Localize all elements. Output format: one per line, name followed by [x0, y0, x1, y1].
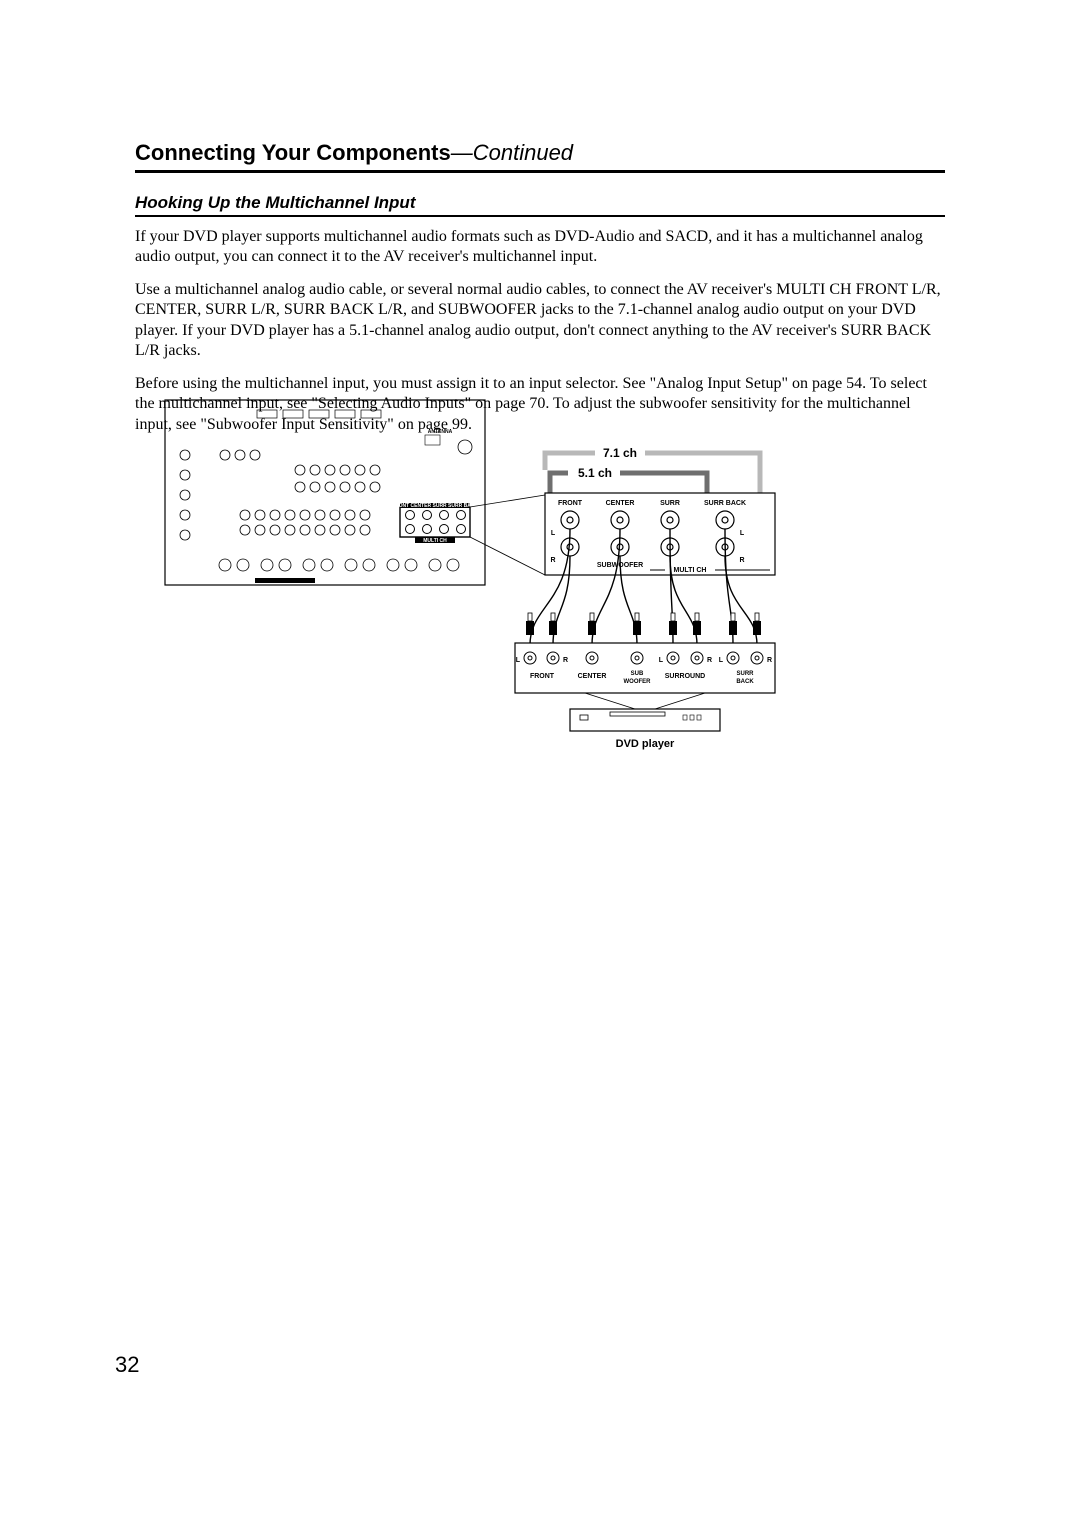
dvd-col-surrback1: SURR: [736, 671, 754, 677]
dvd-sb-l: L: [719, 657, 724, 664]
zoom-multich: MULTI CH: [674, 567, 707, 574]
label-71ch: 7.1 ch: [603, 446, 637, 460]
dvd-player-label: DVD player: [616, 738, 675, 750]
zoom-r-1: R: [550, 557, 555, 564]
zoom-col-surrback: SURR BACK: [704, 500, 746, 507]
section-title-suffix: —Continued: [451, 140, 573, 165]
zoom-col-surr: SURR: [660, 500, 680, 507]
receiver-panel: FRONT CENTER SURR SURR BACK MULTI CH ANT…: [165, 400, 485, 585]
dvd-col-surrback2: BACK: [736, 679, 754, 685]
dvd-surr-r: R: [707, 657, 712, 664]
zoom-col-front: FRONT: [558, 500, 583, 507]
dvd-col-subwoofer: SUB: [631, 671, 644, 677]
paragraph-1: If your DVD player supports multichannel…: [135, 227, 945, 268]
dvd-col-subwoofer2: WOOFER: [624, 679, 652, 685]
diagram-svg: FRONT CENTER SURR SURR BACK MULTI CH ANT…: [155, 395, 795, 765]
dvd-sb-r: R: [767, 657, 772, 664]
subsection-title: Hooking Up the Multichannel Input: [135, 193, 945, 213]
cable-plugs: [526, 613, 761, 635]
label-51ch: 5.1 ch: [578, 466, 612, 480]
section-title: Connecting Your Components—Continued: [135, 140, 945, 166]
dvd-col-center: CENTER: [578, 673, 607, 680]
ch-brackets: 7.1 ch 5.1 ch: [545, 446, 760, 493]
dvd-outputs: L R FRONT CENTER SUB WOOFER L R SURROUND: [515, 643, 775, 693]
paragraph-2: Use a multichannel analog audio cable, o…: [135, 280, 945, 362]
section-title-main: Connecting Your Components: [135, 140, 451, 165]
zoom-l-1: L: [551, 530, 556, 537]
subsection-rule: [135, 215, 945, 217]
title-rule: [135, 170, 945, 173]
dvd-player: [570, 709, 720, 731]
panel-multich-label: MULTI CH: [423, 538, 447, 544]
multich-zoom: FRONT CENTER SURR SURR BACK L L: [545, 493, 775, 575]
dvd-col-surround: SURROUND: [665, 673, 705, 680]
connection-diagram: FRONT CENTER SURR SURR BACK MULTI CH ANT…: [155, 395, 795, 765]
page-number: 32: [115, 1352, 139, 1378]
zoom-col-center: CENTER: [606, 500, 635, 507]
panel-multich-header: FRONT CENTER SURR SURR BACK: [392, 503, 479, 509]
antenna-label: ANTENNA: [428, 429, 453, 435]
dvd-surr-l: L: [659, 657, 664, 664]
zoom-l-2: L: [740, 530, 745, 537]
zoom-r-2: R: [739, 557, 744, 564]
dvd-front-l: L: [516, 657, 521, 664]
dvd-col-front: FRONT: [530, 673, 555, 680]
dvd-front-r: R: [563, 657, 568, 664]
